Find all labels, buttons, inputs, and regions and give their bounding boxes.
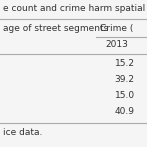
Text: 39.2: 39.2 bbox=[115, 75, 135, 84]
Text: e count and crime harm spatial clus: e count and crime harm spatial clus bbox=[3, 4, 147, 13]
Text: 15.2: 15.2 bbox=[115, 59, 135, 68]
Text: ice data.: ice data. bbox=[3, 128, 42, 137]
Text: Crime (: Crime ( bbox=[100, 24, 133, 32]
Text: 15.0: 15.0 bbox=[115, 91, 135, 100]
Text: 40.9: 40.9 bbox=[115, 107, 135, 116]
Text: 2013: 2013 bbox=[106, 40, 129, 49]
Text: age of street segments: age of street segments bbox=[3, 24, 108, 32]
